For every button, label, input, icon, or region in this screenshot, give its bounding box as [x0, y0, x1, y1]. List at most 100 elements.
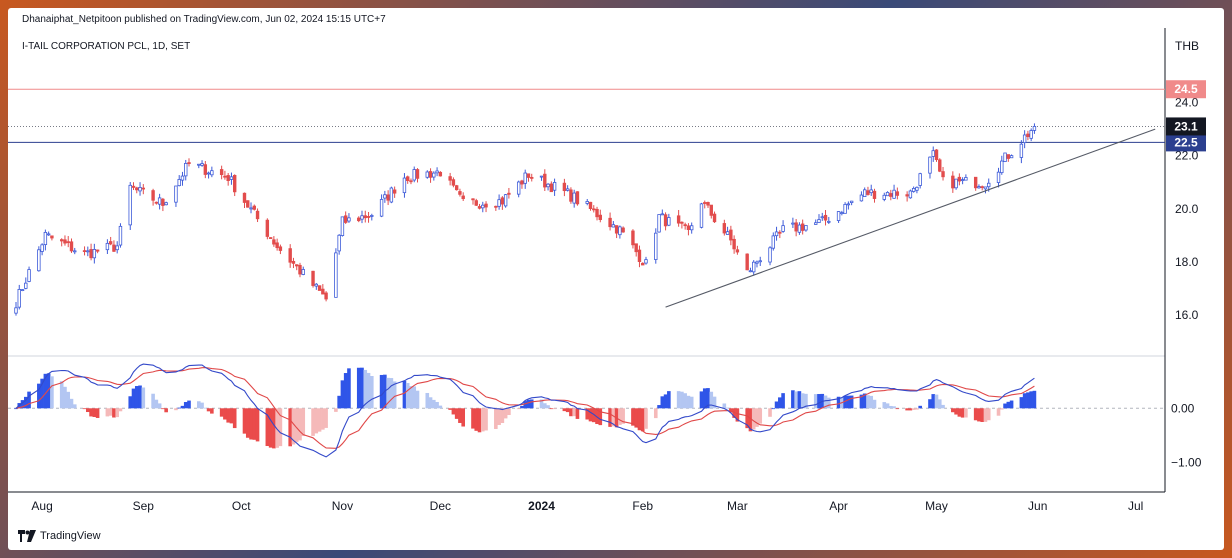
candle [461, 192, 465, 201]
candle-body [889, 193, 893, 197]
candle-body [392, 189, 397, 194]
candle-body [980, 186, 984, 189]
macd-histogram-bar [183, 402, 188, 409]
currency-label[interactable]: THB [1175, 39, 1199, 53]
candle-body [187, 162, 191, 164]
candle-body [112, 244, 116, 252]
macd-histogram-bar [20, 400, 25, 409]
candle [50, 235, 54, 241]
candle [383, 190, 387, 203]
candle-body [823, 214, 828, 221]
macd-histogram-bar [448, 408, 452, 410]
macd-histogram-bar [405, 383, 410, 409]
candle [797, 222, 802, 235]
macd-histogram-bar [275, 408, 279, 448]
macd-histogram-bar [725, 407, 730, 409]
candle [340, 216, 345, 237]
candle-body [585, 201, 589, 204]
candle [412, 166, 416, 183]
macd-histogram-bar [941, 404, 945, 409]
candle [219, 165, 224, 180]
macd-histogram-bar [735, 408, 740, 422]
candle [334, 248, 338, 298]
macd-histogram-bar [552, 408, 557, 410]
candle [654, 228, 658, 264]
macd-histogram-bar [131, 388, 136, 409]
candle [814, 219, 818, 225]
macd-histogram-bar [699, 391, 704, 409]
candle [611, 221, 616, 228]
macd-histogram-bar [667, 391, 671, 409]
candle [1003, 152, 1007, 163]
candle-body [1019, 143, 1024, 158]
candle [575, 191, 580, 206]
chart-svg[interactable]: 16.0 18.0 20.0 22.0 24.0 0.00 −1.00 Aug Sep Oct No… [8, 8, 1224, 550]
candle [314, 283, 319, 290]
macd-histogram-bar [758, 408, 763, 424]
level-badge-label: 24.5 [1174, 82, 1198, 96]
macd-histogram-bar [778, 397, 782, 409]
macd-histogram-bar [774, 401, 779, 409]
candle [768, 246, 772, 266]
macd-histogram-bar [174, 408, 178, 411]
candle-body [882, 194, 886, 200]
candle-body [298, 264, 302, 275]
candle-body [725, 231, 730, 235]
macd-histogram-bar [337, 395, 341, 409]
macd-histogram-bar [562, 408, 567, 412]
macd-histogram-bar [392, 381, 397, 409]
candle [118, 223, 123, 248]
candle-body [676, 215, 681, 224]
candle-body [546, 183, 550, 188]
candle-body [543, 173, 547, 188]
candle-body [154, 201, 159, 204]
macd-histogram-bar [112, 408, 116, 418]
candle-body [507, 192, 511, 195]
candle-body [118, 225, 123, 246]
candle [37, 246, 41, 272]
candle-body [389, 187, 394, 203]
candle-body [268, 237, 273, 239]
candle-body [86, 250, 90, 253]
candle [689, 222, 694, 234]
candle-body [89, 249, 93, 259]
candle-body [634, 243, 638, 253]
candle-body [689, 225, 694, 231]
candle [409, 178, 413, 185]
candle [882, 192, 886, 202]
macd-histogram-bar [223, 408, 227, 420]
macd-histogram-bar [229, 408, 234, 424]
macd-histogram-bar [1009, 400, 1014, 409]
candle [595, 206, 599, 221]
tradingview-logo[interactable]: TradingView [18, 530, 101, 542]
candle [866, 186, 870, 196]
last-price-badge [1166, 117, 1206, 136]
candle [135, 186, 139, 194]
macd-histogram-bar [356, 367, 361, 409]
level-badge [1166, 80, 1206, 99]
candle-body [768, 247, 772, 263]
macd-histogram-bar [428, 397, 433, 409]
candle [233, 174, 237, 197]
candle [1006, 154, 1011, 162]
macd-histogram-bar [347, 368, 351, 409]
macd-histogram-bar [141, 387, 146, 409]
candle-body [954, 178, 958, 189]
candle-body [92, 249, 97, 259]
candle [20, 289, 25, 292]
macd-histogram-bar [187, 400, 191, 409]
macd-pane [14, 363, 1037, 458]
candle [321, 284, 325, 295]
candle-body [481, 204, 485, 209]
price-tick-label: 16.0 [1175, 308, 1199, 322]
candle-body [911, 188, 916, 192]
candle [520, 179, 524, 189]
macd-histogram-bar [712, 396, 717, 409]
candle-body [771, 235, 775, 249]
candle-body [226, 175, 230, 182]
macd-histogram-bar [340, 380, 345, 409]
macd-histogram-bar [89, 408, 93, 417]
candle [24, 277, 28, 290]
macd-histogram-bar [86, 408, 90, 413]
macd-histogram-bar [680, 391, 684, 409]
